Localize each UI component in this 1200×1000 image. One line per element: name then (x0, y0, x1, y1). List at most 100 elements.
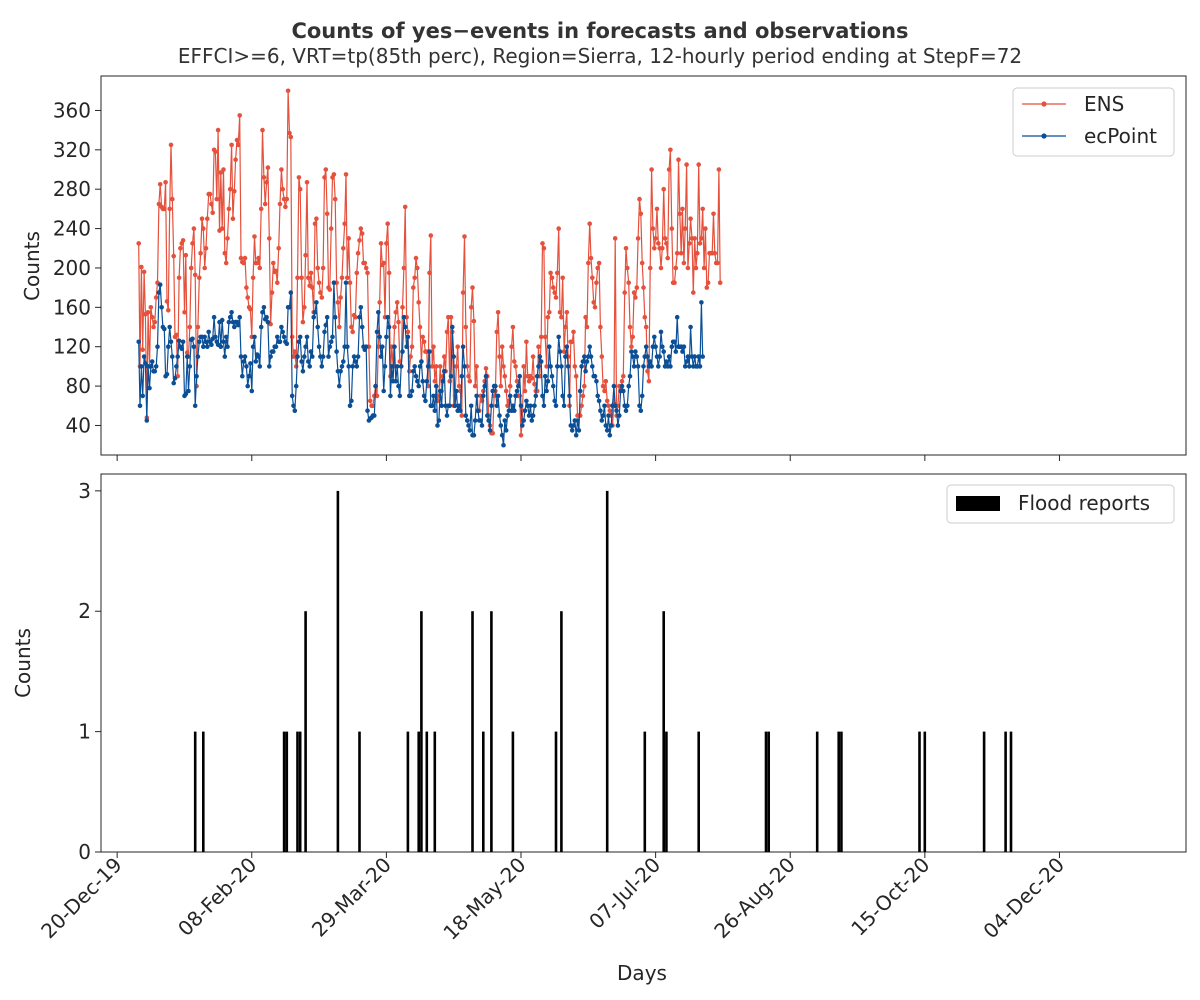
series-ens-point (139, 264, 144, 270)
series-ens-point (394, 300, 400, 305)
series-ecpoint-point (643, 344, 649, 350)
series-ecpoint-point (538, 359, 544, 364)
flood-report-bar (202, 731, 205, 852)
series-ens-point (271, 260, 276, 266)
series-ecpoint-point (275, 334, 280, 340)
series-ecpoint-point (191, 344, 197, 350)
series-ecpoint-point (520, 423, 525, 428)
series-ens-point (370, 403, 376, 409)
series-ens-point (560, 275, 565, 281)
series-ecpoint-point (267, 364, 272, 369)
series-ens-point (213, 149, 218, 155)
series-ecpoint-point (495, 393, 501, 399)
series-ecpoint-point (244, 364, 249, 369)
series-ecpoint-point (681, 344, 687, 350)
series-ens-point (466, 373, 471, 379)
series-ecpoint-point (288, 290, 294, 295)
series-ens-point (596, 260, 602, 266)
series-ens-point (549, 275, 555, 281)
series-ecpoint-point (468, 403, 474, 409)
series-ecpoint-point (432, 408, 438, 414)
series-ecpoint-point (697, 364, 703, 369)
series-ens-point (704, 285, 710, 290)
series-ecpoint-point (345, 344, 350, 350)
series-ecpoint-point (602, 403, 607, 409)
series-ecpoint-point (485, 413, 490, 418)
series-ens-point (381, 260, 387, 266)
series-ens-point (295, 275, 300, 281)
series-ens-point (639, 260, 645, 266)
series-ens-point (327, 287, 333, 292)
series-ens-point (641, 285, 646, 290)
series-ens-point (207, 191, 213, 197)
series-ecpoint-point (324, 314, 330, 320)
series-ens-point (241, 260, 246, 266)
series-ens-point (385, 221, 391, 226)
series-ens-point (612, 236, 618, 241)
series-ecpoint-point (647, 359, 653, 364)
series-ecpoint-point (439, 403, 444, 409)
series-ens-point (716, 167, 722, 172)
series-ens-point (572, 364, 578, 369)
series-ecpoint-point (564, 344, 570, 350)
series-ecpoint-point (331, 280, 337, 286)
flood-report-bar (605, 490, 609, 852)
top-y-tick-label: 320 (53, 138, 91, 162)
series-ecpoint-point (242, 354, 248, 359)
series-ens-group (136, 88, 723, 438)
series-ens-point (462, 234, 467, 239)
series-ens-point (474, 364, 479, 369)
series-ens-point (633, 295, 638, 300)
series-ecpoint-point (171, 380, 176, 386)
series-ecpoint-point (437, 388, 443, 394)
series-ens-point (225, 236, 230, 241)
series-ecpoint-point (530, 413, 536, 418)
legend-ecpoint-marker (1041, 133, 1047, 139)
series-ecpoint-point (436, 418, 442, 423)
series-ens-point (318, 290, 323, 295)
series-ecpoint-point (238, 354, 244, 359)
series-ens-point (292, 349, 298, 354)
series-ens-point (378, 241, 384, 246)
series-ecpoint-point (626, 383, 631, 389)
series-ecpoint-point (341, 359, 346, 364)
series-ens-point (192, 272, 198, 278)
series-ens-point (642, 314, 648, 320)
series-ecpoint-point (166, 344, 171, 350)
series-ecpoint-point (600, 413, 606, 418)
series-ens-point (658, 265, 664, 271)
series-ens-point (215, 127, 221, 133)
series-ecpoint-point (450, 324, 455, 330)
series-ecpoint-point (412, 364, 418, 369)
series-ens-point (170, 196, 175, 202)
series-ens-point (429, 364, 435, 369)
forecast-counts-panel: 40 80 120 160 200 240 280 320 360 Counts ENS ecP… (20, 75, 1187, 461)
series-ecpoint-point (174, 364, 179, 369)
series-ens-point (456, 383, 462, 389)
series-ecpoint-point (513, 393, 518, 399)
series-ecpoint-point (295, 354, 300, 359)
series-ecpoint-point (405, 334, 411, 340)
series-ens-point (703, 226, 708, 231)
series-ens-point (629, 344, 634, 350)
series-ens-point (542, 334, 548, 340)
series-ecpoint-point (542, 373, 548, 379)
series-ens-point (556, 226, 561, 231)
series-ens-point (591, 300, 596, 305)
series-ens-point (459, 413, 465, 418)
series-ens-point (507, 383, 513, 389)
series-ecpoint-point (225, 344, 230, 350)
series-ecpoint-point (236, 322, 241, 328)
series-ecpoint-point (327, 344, 333, 350)
series-ecpoint-point (666, 354, 672, 359)
series-ens-point (322, 175, 327, 180)
series-ecpoint-point (656, 364, 661, 369)
series-ecpoint-point (320, 354, 326, 359)
series-ens-point (320, 265, 326, 271)
series-ecpoint-point (440, 378, 446, 384)
series-ecpoint-point (373, 383, 378, 389)
series-ecpoint-point (176, 338, 182, 344)
series-ens-point (258, 206, 264, 212)
series-ecpoint-point (490, 388, 496, 394)
series-ens-point (345, 275, 350, 281)
